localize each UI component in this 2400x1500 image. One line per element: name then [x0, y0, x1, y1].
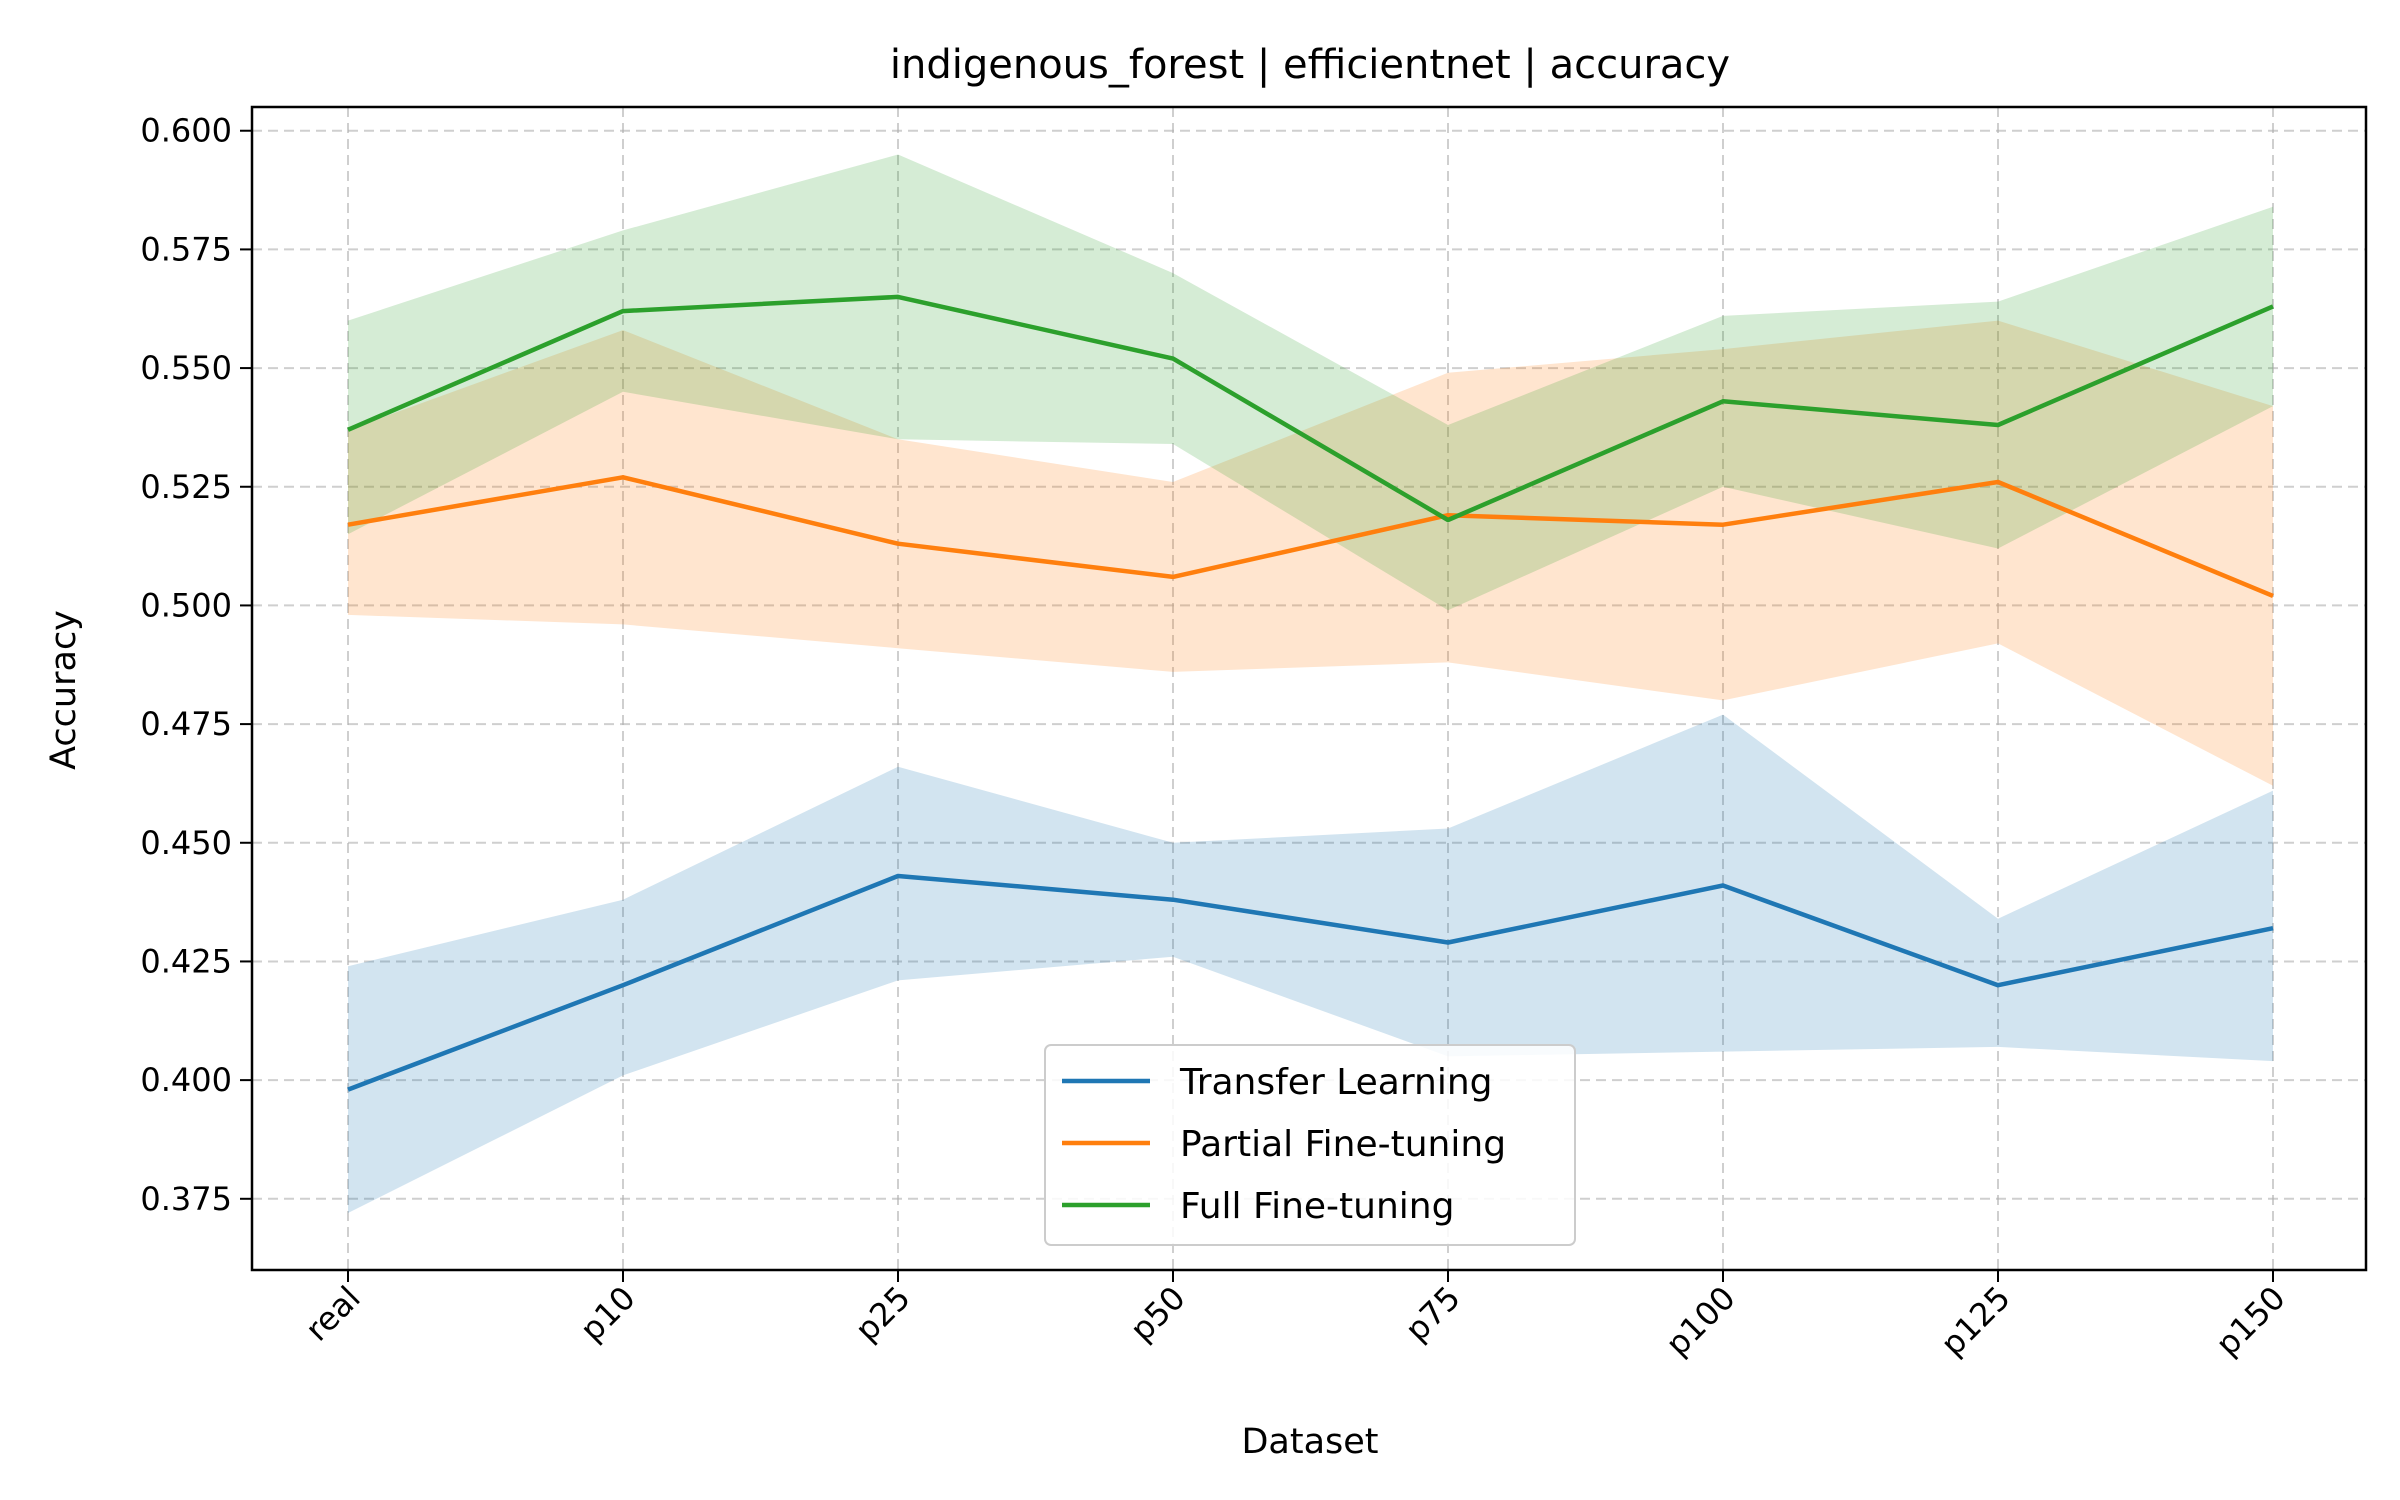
y-tick-label: 0.375: [140, 1180, 232, 1218]
series-lines: [347, 294, 2274, 1092]
y-tick-label: 0.550: [140, 349, 232, 387]
y-tick-label: 0.400: [140, 1061, 232, 1099]
confidence-band-1: [348, 320, 2273, 786]
series-line-1: [347, 475, 2274, 598]
confidence-band-0: [348, 714, 2273, 1213]
series-line-0: [347, 873, 2274, 1092]
y-tick-label: 0.525: [140, 468, 232, 506]
confidence-band-2: [348, 154, 2273, 611]
y-tick-label: 0.450: [140, 824, 232, 862]
x-axis-title: Dataset: [1241, 1422, 1378, 1462]
y-axis-title: Accuracy: [44, 610, 84, 770]
legend-label: Partial Fine-tuning: [1180, 1124, 1506, 1165]
y-tick-label: 0.475: [140, 705, 232, 743]
grid-layer: [252, 107, 2366, 1270]
y-tick-label: 0.600: [140, 112, 232, 150]
series-line-2: [347, 294, 2274, 523]
y-tick-label: 0.425: [140, 942, 232, 980]
chart-title: indigenous_forest | efficientnet | accur…: [890, 42, 1730, 88]
legend-label: Full Fine-tuning: [1180, 1186, 1454, 1227]
legend-box: [1044, 1044, 1576, 1246]
confidence-bands: [348, 154, 2273, 1213]
y-tick-label: 0.500: [140, 586, 232, 624]
legend-label: Transfer Learning: [1179, 1062, 1493, 1103]
plot-frame: [250, 105, 2368, 1272]
y-tick-label: 0.575: [140, 230, 232, 268]
legend: Transfer Learning Partial Fine-tuning Full…: [1044, 1044, 1576, 1246]
